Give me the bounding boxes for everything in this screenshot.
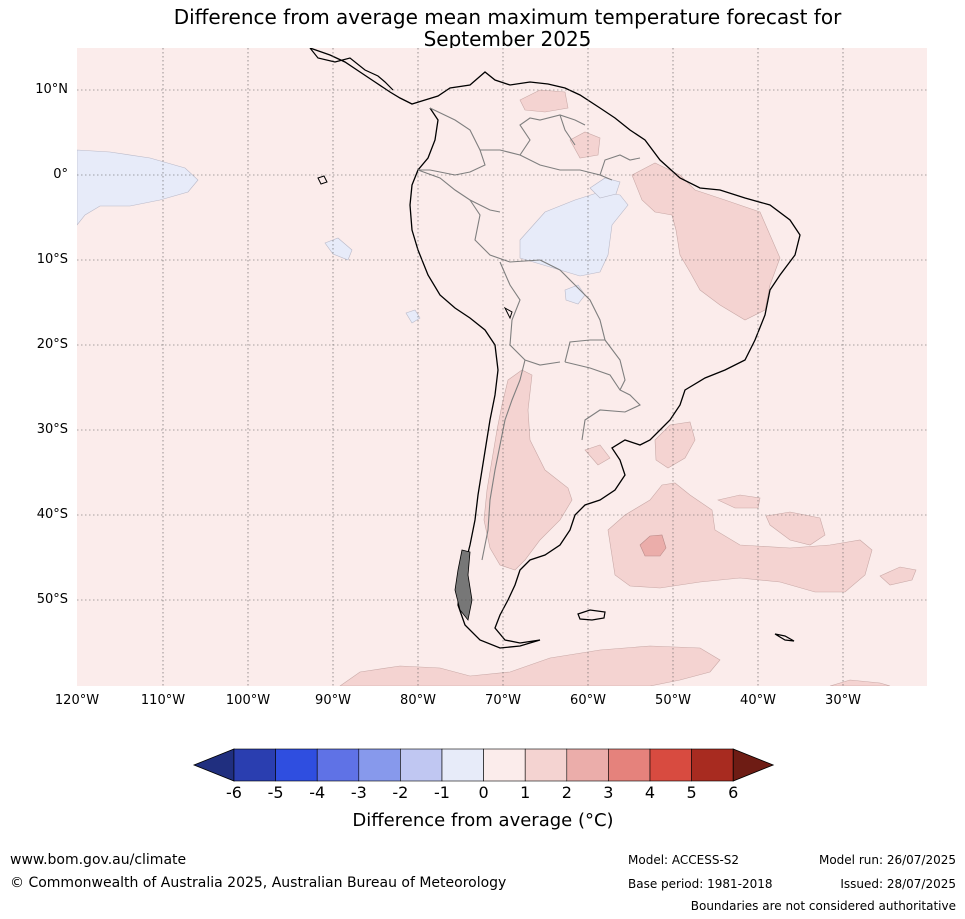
warm-anomaly-south: [339, 645, 721, 686]
warm-anomaly-brazil: [631, 162, 781, 321]
country-borders: [417, 107, 641, 561]
warm-anomaly-south2: [829, 679, 891, 686]
colorbar-segment: [400, 748, 443, 782]
map-title-line2: September 2025: [423, 27, 592, 51]
lon-label-40w: 40°W: [740, 693, 776, 708]
footer-model: Model: ACCESS-S2: [628, 853, 740, 867]
colorbar-tick-label: 3: [603, 783, 614, 802]
lat-label-40s: 40°S: [36, 507, 68, 522]
colorbar-tick-label: -4: [309, 783, 326, 802]
lon-label-30w: 30°W: [825, 693, 861, 708]
colorbar-segment: [316, 748, 360, 782]
lat-label-20s: 20°S: [36, 337, 68, 352]
warm-anomaly-caribbean: [519, 89, 569, 113]
colorbar-segment: [691, 748, 734, 782]
cool-anomaly-small1: [324, 237, 353, 261]
colorbar-tick-label: -3: [350, 783, 367, 802]
chile-archipelago: [454, 549, 473, 621]
colorbar-segment: [608, 748, 651, 782]
lon-label-70w: 70°W: [485, 693, 521, 708]
colorbar-segment: [358, 748, 401, 782]
warm-anomaly-andes: [483, 369, 573, 571]
lat-label-30s: 30°S: [36, 422, 68, 437]
falklands-coastline: [577, 609, 606, 621]
cool-anomaly-small4: [405, 309, 421, 324]
colorbar-label: Difference from average (°C): [352, 810, 614, 831]
colorbar-segment: [649, 748, 692, 782]
colorbar-tick-label: 6: [728, 783, 739, 802]
colorbar-tick-label: -5: [267, 783, 284, 802]
colorbar-tick-label: -2: [392, 783, 409, 802]
cool-anomaly-small3: [589, 177, 621, 199]
colorbar-segments: [192, 748, 775, 782]
colorbar-tick-label: 4: [644, 783, 656, 802]
lon-label-120w: 120°W: [54, 693, 100, 708]
colorbar-segment: [483, 748, 526, 782]
colorbar-tick-label: -1: [434, 783, 450, 802]
cool-anomaly-pacific: [77, 149, 199, 226]
footer-url[interactable]: www.bom.gov.au/climate: [10, 852, 187, 868]
colorbar-tick-label: 1: [520, 783, 531, 802]
colorbar-tick-label: 5: [686, 783, 697, 802]
colorbar-segment: [566, 748, 609, 782]
colorbar-segment: [524, 748, 568, 782]
map-title-line1: Difference from average mean maximum tem…: [173, 5, 842, 29]
warm-anomaly-uruguay: [654, 421, 696, 469]
footer-copyright: © Commonwealth of Australia 2025, Austra…: [10, 875, 507, 891]
lat-label-10n: 10°N: [35, 82, 68, 97]
map-background: [77, 48, 927, 686]
lat-label-10s: 10°S: [36, 252, 68, 267]
anomaly-map: [77, 48, 927, 686]
lon-label-100w: 100°W: [225, 693, 271, 708]
south-america-coastline: [309, 48, 801, 649]
lon-label-90w: 90°W: [315, 693, 351, 708]
cool-anomaly-amazon: [519, 191, 629, 277]
galapagos: [317, 175, 328, 185]
colorbar-tick-label: 0: [478, 783, 489, 802]
lake-titicaca: [503, 306, 513, 320]
colorbar-segment: [441, 748, 484, 782]
south-georgia-coastline: [774, 633, 795, 642]
colorbar-segment: [275, 748, 318, 782]
footer-model-run: Model run: 26/07/2025: [818, 853, 956, 867]
warm-anomaly-atlantic2: [717, 494, 761, 509]
colorbar-segment: [233, 748, 276, 782]
colorbar-extend-low: [192, 748, 235, 782]
central-america-coastline: [309, 48, 394, 91]
colorbar-extend-high: [732, 748, 775, 782]
lon-label-80w: 80°W: [400, 693, 436, 708]
lon-label-60w: 60°W: [570, 693, 606, 708]
warm-anomaly-atlantic4: [879, 566, 917, 586]
lat-label-50s: 50°S: [36, 592, 68, 607]
colorbar-tick-label: 2: [561, 783, 572, 802]
lat-label-0: 0°: [53, 167, 68, 182]
footer-issued: Issued: 28/07/2025: [840, 877, 956, 891]
graticule: [77, 48, 927, 686]
lon-label-110w: 110°W: [140, 693, 186, 708]
footer-base-period: Base period: 1981-2018: [628, 877, 773, 891]
warm-anomaly-strong: [639, 534, 667, 557]
warm-anomaly-guianas: [569, 131, 601, 159]
colorbar-tick-label: -6: [226, 783, 242, 802]
warm-anomaly-paraguay: [584, 444, 611, 466]
warm-anomaly-atlantic3: [765, 511, 826, 546]
footer-disclaimer: Boundaries are not considered authoritat…: [690, 899, 956, 913]
warm-anomaly-atlantic: [607, 482, 873, 593]
lon-label-50w: 50°W: [655, 693, 691, 708]
